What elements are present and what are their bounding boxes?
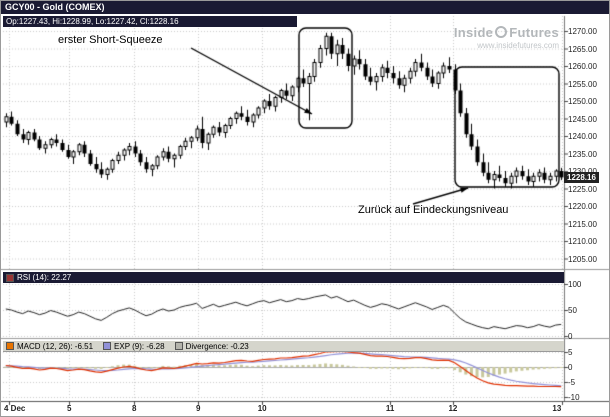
rsi-swatch-icon bbox=[6, 273, 14, 282]
last-price-badge: 1228.16 bbox=[564, 171, 599, 183]
title-bar: GCY00 - Gold (COMEX) bbox=[1, 1, 609, 14]
swatch-icon bbox=[6, 342, 14, 350]
macd-legend-item: MACD (12, 26): -6.51 bbox=[6, 341, 93, 352]
rsi-label: RSI (14): 22.27 bbox=[17, 273, 72, 282]
swatch-icon bbox=[174, 342, 183, 350]
watermark-url[interactable]: www.insidefutures.com bbox=[477, 41, 559, 50]
rsi-header: RSI (14): 22.27 bbox=[3, 272, 564, 283]
window-title: GCY00 - Gold (COMEX) bbox=[5, 2, 105, 12]
watermark-brand-right: Futures bbox=[509, 25, 559, 40]
macd-legend-item: Divergence: -0.23 bbox=[174, 341, 249, 352]
macd-legend-label: Divergence: -0.23 bbox=[185, 341, 249, 351]
globe-icon bbox=[495, 26, 508, 38]
annotation-short-squeeze: erster Short-Squeeze bbox=[58, 34, 163, 46]
watermark-brand: Inside Futures bbox=[454, 25, 559, 40]
watermark: Inside Futures www.insidefutures.com bbox=[454, 25, 559, 50]
macd-legend-item: EXP (9): -6.28 bbox=[103, 341, 165, 352]
macd-header: MACD (12, 26): -6.51 EXP (9): -6.28 Diverg… bbox=[3, 341, 564, 352]
macd-legend-label: MACD (12, 26): -6.51 bbox=[17, 341, 94, 351]
annotation-eindeckung: Zurück auf Eindeckungsniveau bbox=[358, 204, 509, 216]
watermark-brand-left: Inside bbox=[453, 25, 494, 40]
macd-legend-label: EXP (9): -6.28 bbox=[114, 341, 165, 351]
ohlc-text: Op:1227.43, Hi:1228.99, Lo:1227.42, Cl:1… bbox=[6, 17, 179, 26]
swatch-icon bbox=[103, 342, 112, 350]
ohlc-bar: Op:1227.43, Hi:1228.99, Lo:1227.42, Cl:1… bbox=[3, 16, 297, 27]
